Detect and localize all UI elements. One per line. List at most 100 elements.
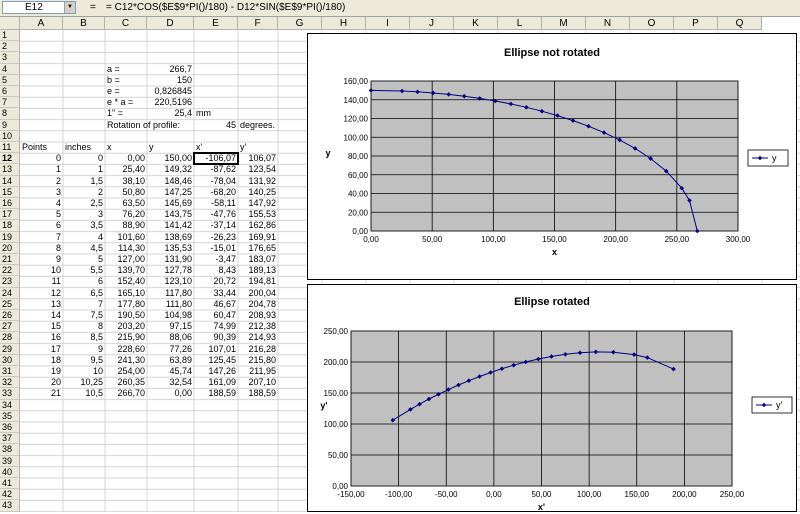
table-cell[interactable]: 60,47 (213, 310, 236, 320)
table-cell[interactable]: 215,80 (248, 354, 276, 365)
column-header-e[interactable]: E (194, 17, 238, 30)
table-cell[interactable]: 214,93 (248, 332, 276, 343)
row-header-24[interactable]: 24 (0, 287, 20, 299)
table-cell[interactable]: 127,00 (117, 254, 145, 264)
row-header-2[interactable]: 2 (0, 41, 20, 53)
table-cell[interactable]: 15 (50, 321, 61, 332)
table-cell[interactable]: 107,01 (208, 343, 236, 354)
row-header-17[interactable]: 17 (0, 209, 20, 221)
table-cell[interactable]: 8,43 (218, 265, 236, 276)
row-header-38[interactable]: 38 (0, 444, 20, 456)
chevron-down-icon[interactable]: ▼ (64, 2, 75, 13)
table-cell[interactable]: 8 (55, 242, 61, 253)
table-cell[interactable]: 10 (92, 366, 103, 376)
table-cell[interactable]: 152,40 (117, 276, 145, 287)
row-header-14[interactable]: 14 (0, 175, 20, 187)
table-cell[interactable]: 11 (51, 276, 61, 287)
column-header-g[interactable]: G (278, 17, 322, 30)
table-cell[interactable]: 125,45 (208, 354, 236, 365)
row-header-36[interactable]: 36 (0, 422, 20, 434)
table-cell[interactable]: -37,14 (210, 220, 236, 231)
row-header-12[interactable]: 12 (0, 153, 20, 165)
table-cell[interactable]: 5,5 (90, 265, 103, 276)
table-cell[interactable]: 7 (55, 231, 61, 242)
table-cell[interactable]: 200,04 (248, 287, 276, 298)
row-header-37[interactable]: 37 (0, 433, 20, 445)
row-header-13[interactable]: 13 (0, 164, 20, 176)
row-header-42[interactable]: 42 (0, 489, 20, 501)
table-cell[interactable]: 50,80 (122, 186, 145, 197)
row-header-15[interactable]: 15 (0, 186, 20, 198)
row-header-21[interactable]: 21 (0, 254, 20, 266)
rotation-label[interactable]: Rotation of profile: (107, 119, 181, 130)
row-header-34[interactable]: 34 (0, 399, 20, 411)
table-cell[interactable]: 140,25 (248, 186, 276, 197)
table-cell[interactable]: 215,90 (117, 332, 145, 343)
table-cell[interactable]: 162,86 (248, 220, 276, 231)
table-cell[interactable]: 17 (50, 343, 61, 354)
row-header-43[interactable]: 43 (0, 500, 20, 512)
table-cell[interactable]: 135,53 (164, 242, 192, 253)
row-header-40[interactable]: 40 (0, 466, 20, 478)
rotation-unit[interactable]: degrees. (240, 119, 276, 130)
table-header[interactable]: x (107, 142, 112, 152)
param-label[interactable]: a = (107, 63, 120, 74)
table-cell[interactable]: -58,11 (211, 198, 236, 208)
row-header-5[interactable]: 5 (0, 74, 20, 86)
row-header-20[interactable]: 20 (0, 242, 20, 254)
table-cell[interactable]: -106,07 (205, 153, 236, 164)
row-header-23[interactable]: 23 (0, 276, 20, 288)
table-cell[interactable]: 141,42 (164, 220, 192, 231)
table-cell[interactable]: 33,44 (213, 287, 236, 298)
column-header-k[interactable]: K (454, 17, 498, 30)
table-cell[interactable]: 10,25 (80, 377, 103, 388)
table-cell[interactable]: 228,60 (117, 343, 145, 354)
table-cell[interactable]: 241,30 (117, 354, 145, 365)
row-header-32[interactable]: 32 (0, 377, 20, 389)
table-cell[interactable]: 169,91 (248, 231, 276, 242)
table-cell[interactable]: 1 (55, 164, 61, 175)
table-cell[interactable]: 106,07 (248, 153, 276, 164)
table-cell[interactable]: 147,26 (208, 366, 236, 376)
table-cell[interactable]: 0,00 (174, 388, 192, 399)
row-header-31[interactable]: 31 (0, 366, 20, 378)
table-cell[interactable]: 3 (55, 186, 61, 197)
table-cell[interactable]: 117,80 (165, 287, 192, 298)
table-cell[interactable]: -68,20 (210, 186, 236, 197)
table-cell[interactable]: 12 (50, 287, 61, 298)
column-header-l[interactable]: L (498, 17, 542, 30)
table-cell[interactable]: 149,32 (164, 164, 192, 175)
param-unit[interactable]: mm (196, 108, 211, 119)
ellipse-rotated-chart[interactable]: Ellipse rotated -150,00 -100,00 -50,00 0,00 5… (307, 284, 797, 512)
table-cell[interactable]: 208,93 (248, 310, 276, 320)
table-header[interactable]: y' (240, 142, 247, 152)
table-cell[interactable]: 4 (55, 198, 61, 208)
table-cell[interactable]: 127,78 (164, 265, 192, 276)
column-header-q[interactable]: Q (718, 17, 762, 30)
table-cell[interactable]: 212,38 (248, 321, 276, 332)
table-cell[interactable]: 4,5 (90, 242, 103, 253)
param-label[interactable]: e * a = (107, 97, 134, 108)
param-value[interactable]: 0,826845 (154, 86, 192, 96)
table-cell[interactable]: 2,5 (90, 198, 103, 208)
param-value[interactable]: 220,5196 (154, 97, 192, 108)
column-header-h[interactable]: H (322, 17, 366, 30)
param-label[interactable]: b = (107, 74, 120, 85)
table-cell[interactable]: 38,10 (122, 175, 145, 186)
column-header-j[interactable]: J (410, 17, 454, 30)
param-label[interactable]: 1" = (107, 108, 123, 119)
table-cell[interactable]: 77,26 (169, 343, 192, 354)
table-cell[interactable]: 19 (50, 366, 61, 376)
row-header-29[interactable]: 29 (0, 343, 20, 355)
column-header-a[interactable]: A (20, 17, 63, 30)
table-cell[interactable]: 13 (50, 298, 61, 309)
table-cell[interactable]: 165,10 (117, 287, 145, 298)
column-header-c[interactable]: C (105, 17, 147, 30)
row-header-9[interactable]: 9 (0, 119, 20, 131)
column-header-o[interactable]: O (630, 17, 674, 30)
table-cell[interactable]: 188,59 (248, 388, 276, 399)
table-cell[interactable]: 183,07 (248, 254, 276, 264)
table-cell[interactable]: 104,98 (164, 310, 192, 320)
row-header-39[interactable]: 39 (0, 455, 20, 467)
table-cell[interactable]: 63,89 (169, 354, 192, 365)
